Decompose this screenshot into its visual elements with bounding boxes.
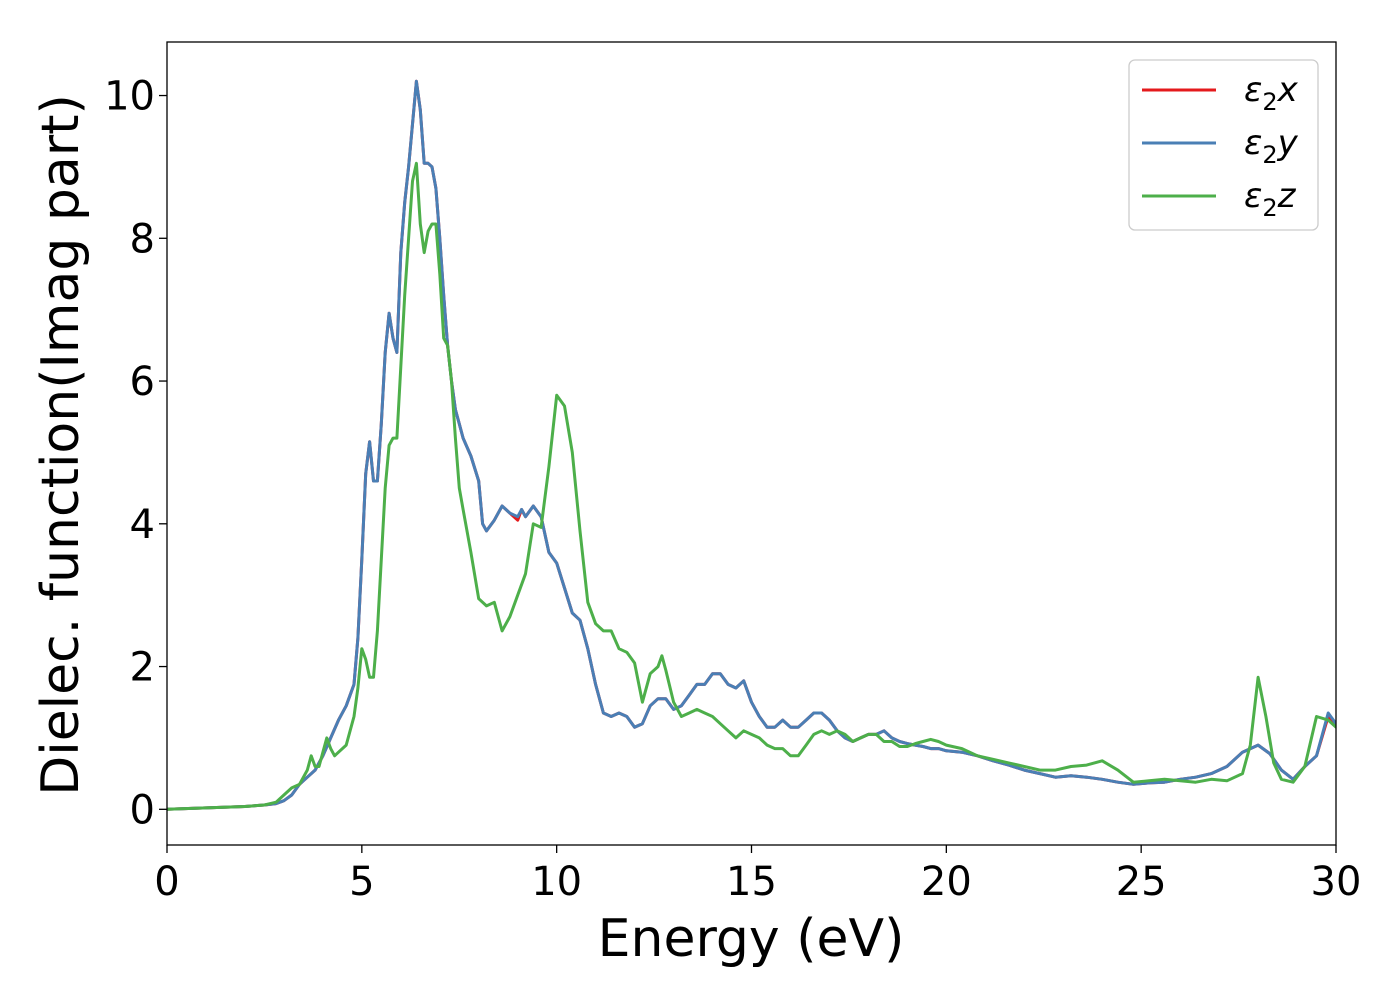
x-tick-label: 20 [921, 859, 972, 905]
legend: ε2x ε2y ε2z [1128, 59, 1319, 231]
legend-label-x: ε2x [1244, 70, 1299, 116]
series-line-z [167, 161, 1336, 811]
series-line-y [167, 79, 1336, 811]
x-tick-label: 5 [349, 859, 374, 905]
x-tick-label: 0 [154, 859, 179, 905]
legend-label-z: ε2z [1244, 176, 1297, 222]
y-tick-label: 10 [104, 74, 155, 120]
y-axis-label: Dielec. function(Imag part) [31, 94, 91, 796]
y-tick-label: 2 [130, 645, 155, 691]
x-tick-label: 30 [1311, 859, 1362, 905]
x-axis-label: Energy (eV) [598, 909, 905, 969]
y-tick-label: 0 [130, 787, 155, 833]
legend-label-y: ε2y [1244, 123, 1299, 169]
x-tick-label: 15 [726, 859, 777, 905]
x-tick-label: 25 [1116, 859, 1167, 905]
axes: 0 5 10 15 20 25 30 0 2 4 6 8 10 [104, 41, 1362, 905]
plot-area [167, 79, 1336, 811]
legend-box [1128, 59, 1319, 231]
x-tick-label: 10 [531, 859, 582, 905]
y-tick-label: 8 [130, 216, 155, 262]
y-tick-label: 6 [130, 359, 155, 405]
y-tick-label: 4 [130, 502, 155, 548]
